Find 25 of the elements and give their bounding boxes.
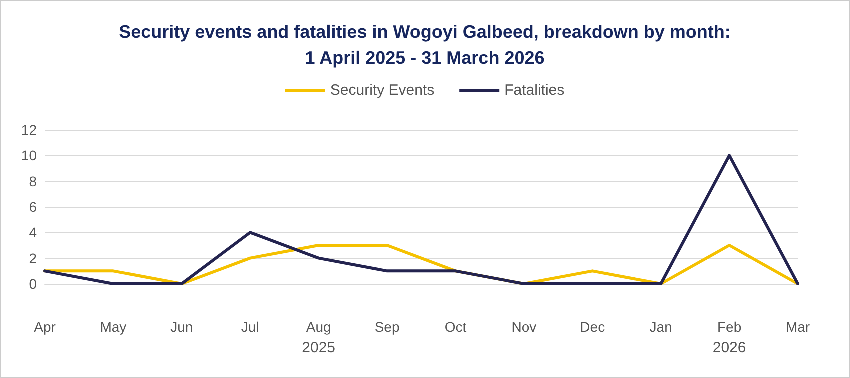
- chart-title: Security events and fatalities in Wogoyi Galbeed, breakdown by month: 1 April 2025 - 31 March 2026: [119, 22, 731, 68]
- line-series: [44, 154, 800, 286]
- x-tick-label: Oct: [444, 319, 467, 335]
- x-tick-label: Dec: [580, 319, 606, 335]
- y-tick-label: 10: [21, 148, 38, 164]
- y-tick-label: 6: [29, 199, 38, 215]
- x-tick-label: May: [100, 319, 127, 335]
- text: 2025: [302, 340, 336, 356]
- x-tick-label: Feb: [717, 319, 742, 335]
- x-tick-label: Mar: [786, 319, 810, 335]
- x-tick-label: Nov: [512, 319, 537, 335]
- x-tick-label: Jun: [170, 319, 194, 335]
- y-tick-label: 2: [29, 250, 38, 266]
- x-tick-label: Sep: [374, 319, 400, 335]
- text: 2026: [712, 340, 746, 356]
- x-tick-label: Apr: [34, 319, 56, 335]
- x-tick-label: Aug: [306, 319, 332, 335]
- x-tick-label: Jan: [650, 319, 672, 335]
- y-tick-label: 8: [29, 173, 38, 190]
- y-tick-label: 12: [21, 122, 38, 138]
- legend-label: Fatalities: [504, 82, 565, 99]
- x-tick-label: Jul: [241, 319, 260, 335]
- y-tick-label: 4: [29, 224, 38, 241]
- y-tick-label: 0: [29, 276, 38, 292]
- legend-label: Security Events: [330, 82, 435, 99]
